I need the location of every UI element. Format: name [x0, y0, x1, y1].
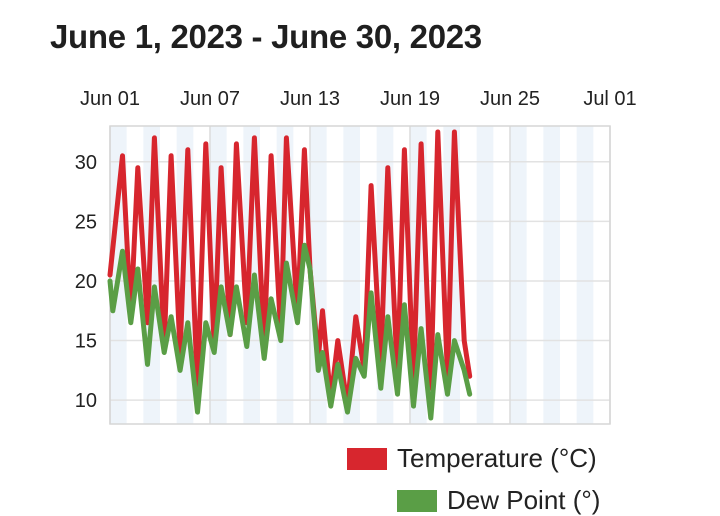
legend-item-temperature[interactable]: Temperature (°C) [347, 443, 597, 474]
legend-label-temperature: Temperature (°C) [397, 443, 597, 473]
x-tick-label: Jun 13 [280, 88, 340, 110]
temperature-swatch [347, 447, 387, 470]
y-tick-label: 25 [75, 211, 97, 233]
y-tick-label: 30 [75, 152, 97, 174]
x-tick-label: Jun 01 [80, 88, 140, 110]
y-tick-label: 10 [75, 390, 97, 412]
y-tick-label: 20 [75, 271, 97, 293]
y-tick-label: 15 [75, 331, 97, 353]
dew-point-line [107, 242, 473, 421]
x-axis-ticks: Jun 01 Jun 07 Jun 13 Jun 19 Jun 25 Jul 01 [80, 88, 637, 110]
dew-point-swatch [397, 489, 437, 512]
x-tick-label: Jun 19 [380, 88, 440, 110]
day-band [576, 126, 594, 424]
y-axis-ticks: 10 15 20 25 30 [75, 152, 97, 412]
day-band [543, 126, 560, 424]
x-tick-label: Jul 01 [583, 88, 636, 110]
legend-label-dew-point: Dew Point (°) [447, 485, 601, 515]
legend-item-dew-point[interactable]: Dew Point (°) [397, 485, 600, 516]
series-lines [107, 129, 473, 421]
day-band [510, 126, 527, 424]
chart-title: June 1, 2023 - June 30, 2023 [50, 18, 482, 55]
x-tick-label: Jun 07 [180, 88, 240, 110]
day-band [476, 126, 494, 424]
x-tick-label: Jun 25 [480, 88, 540, 110]
day-band [343, 126, 360, 424]
